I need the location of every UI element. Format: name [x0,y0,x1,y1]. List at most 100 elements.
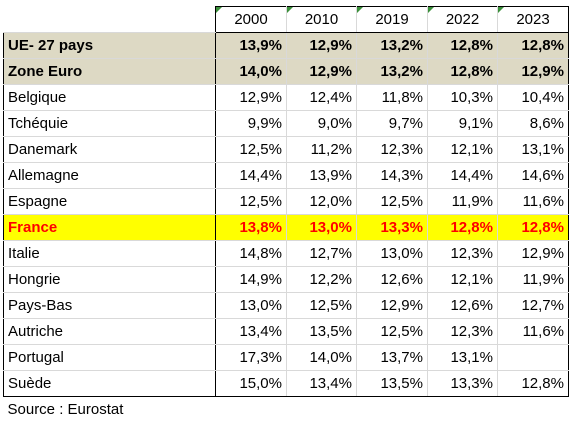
header-blank-cell [3,6,216,33]
value-cell-10-3[interactable]: 12,6% [427,292,498,319]
year-header-2[interactable]: 2019 [356,6,428,33]
row-label-2[interactable]: Belgique [3,84,216,111]
value-cell-3-2[interactable]: 9,7% [356,110,428,137]
value-cell-8-0[interactable]: 14,8% [215,240,287,267]
table-row-11: Autriche 13,4% 13,5% 12,5% 12,3% 11,6% [3,318,569,345]
value-cell-12-3[interactable]: 13,1% [427,344,498,371]
value-cell-5-2[interactable]: 14,3% [356,162,428,189]
row-label-3[interactable]: Tchéquie [3,110,216,137]
value-cell-4-3[interactable]: 12,1% [427,136,498,163]
value-cell-12-2[interactable]: 13,7% [356,344,428,371]
value-cell-9-0[interactable]: 14,9% [215,266,287,293]
value-cell-4-2[interactable]: 12,3% [356,136,428,163]
row-label-9[interactable]: Hongrie [3,266,216,293]
value-cell-5-4[interactable]: 14,6% [497,162,569,189]
value-cell-7-1[interactable]: 13,0% [286,214,357,241]
value-cell-6-0[interactable]: 12,5% [215,188,287,215]
value-cell-10-1[interactable]: 12,5% [286,292,357,319]
value-cell-5-0[interactable]: 14,4% [215,162,287,189]
value-cell-13-2[interactable]: 13,5% [356,370,428,397]
value-cell-1-2[interactable]: 13,2% [356,58,428,85]
value-cell-3-0[interactable]: 9,9% [215,110,287,137]
table-row-5: Allemagne 14,4% 13,9% 14,3% 14,4% 14,6% [3,162,569,189]
value-cell-2-3[interactable]: 10,3% [427,84,498,111]
value-cell-13-1[interactable]: 13,4% [286,370,357,397]
table-row-10: Pays-Bas 13,0% 12,5% 12,9% 12,6% 12,7% [3,292,569,319]
value-cell-6-2[interactable]: 12,5% [356,188,428,215]
value-cell-7-2[interactable]: 13,3% [356,214,428,241]
value-cell-8-1[interactable]: 12,7% [286,240,357,267]
value-cell-0-0[interactable]: 13,9% [215,32,287,59]
value-cell-7-0[interactable]: 13,8% [215,214,287,241]
value-cell-9-2[interactable]: 12,6% [356,266,428,293]
year-header-4[interactable]: 2023 [497,6,569,33]
row-label-10[interactable]: Pays-Bas [3,292,216,319]
value-cell-13-0[interactable]: 15,0% [215,370,287,397]
value-cell-12-1[interactable]: 14,0% [286,344,357,371]
value-cell-9-1[interactable]: 12,2% [286,266,357,293]
year-header-0[interactable]: 2000 [215,6,287,33]
value-cell-10-2[interactable]: 12,9% [356,292,428,319]
value-cell-2-4[interactable]: 10,4% [497,84,569,111]
value-cell-0-1[interactable]: 12,9% [286,32,357,59]
value-cell-2-0[interactable]: 12,9% [215,84,287,111]
value-cell-8-4[interactable]: 12,9% [497,240,569,267]
value-cell-4-4[interactable]: 13,1% [497,136,569,163]
value-cell-1-0[interactable]: 14,0% [215,58,287,85]
value-cell-6-3[interactable]: 11,9% [427,188,498,215]
value-cell-11-0[interactable]: 13,4% [215,318,287,345]
row-label-11[interactable]: Autriche [3,318,216,345]
value-cell-7-3[interactable]: 12,8% [427,214,498,241]
value-cell-1-3[interactable]: 12,8% [427,58,498,85]
table-row-2: Belgique 12,9% 12,4% 11,8% 10,3% 10,4% [3,84,569,111]
year-header-1[interactable]: 2010 [286,6,357,33]
value-cell-4-0[interactable]: 12,5% [215,136,287,163]
value-cell-0-4[interactable]: 12,8% [497,32,569,59]
value-cell-11-4[interactable]: 11,6% [497,318,569,345]
table-row-8: Italie 14,8% 12,7% 13,0% 12,3% 12,9% [3,240,569,267]
row-label-0[interactable]: UE- 27 pays [3,32,216,59]
value-cell-11-3[interactable]: 12,3% [427,318,498,345]
value-cell-1-4[interactable]: 12,9% [497,58,569,85]
value-cell-10-0[interactable]: 13,0% [215,292,287,319]
value-cell-3-1[interactable]: 9,0% [286,110,357,137]
value-cell-4-1[interactable]: 11,2% [286,136,357,163]
corner-marker-icon [216,7,222,13]
header-row: 2000 2010 2019 2022 2023 [3,6,569,33]
value-cell-9-4[interactable]: 11,9% [497,266,569,293]
value-cell-13-4[interactable]: 12,8% [497,370,569,397]
value-cell-11-1[interactable]: 13,5% [286,318,357,345]
value-cell-12-0[interactable]: 17,3% [215,344,287,371]
corner-marker-icon [357,7,363,13]
row-label-12[interactable]: Portugal [3,344,216,371]
value-cell-2-2[interactable]: 11,8% [356,84,428,111]
row-label-6[interactable]: Espagne [3,188,216,215]
value-cell-0-2[interactable]: 13,2% [356,32,428,59]
value-cell-8-3[interactable]: 12,3% [427,240,498,267]
table-row-7: France 13,8% 13,0% 13,3% 12,8% 12,8% [3,214,569,241]
row-label-5[interactable]: Allemagne [3,162,216,189]
value-cell-8-2[interactable]: 13,0% [356,240,428,267]
value-cell-3-4[interactable]: 8,6% [497,110,569,137]
corner-marker-icon [498,7,504,13]
row-label-4[interactable]: Danemark [3,136,216,163]
value-cell-6-1[interactable]: 12,0% [286,188,357,215]
value-cell-6-4[interactable]: 11,6% [497,188,569,215]
value-cell-5-1[interactable]: 13,9% [286,162,357,189]
year-header-3[interactable]: 2022 [427,6,498,33]
value-cell-2-1[interactable]: 12,4% [286,84,357,111]
value-cell-11-2[interactable]: 12,5% [356,318,428,345]
value-cell-12-4[interactable] [497,344,569,371]
row-label-1[interactable]: Zone Euro [3,58,216,85]
value-cell-13-3[interactable]: 13,3% [427,370,498,397]
value-cell-0-3[interactable]: 12,8% [427,32,498,59]
value-cell-7-4[interactable]: 12,8% [497,214,569,241]
value-cell-10-4[interactable]: 12,7% [497,292,569,319]
row-label-7[interactable]: France [3,214,216,241]
value-cell-5-3[interactable]: 14,4% [427,162,498,189]
value-cell-9-3[interactable]: 12,1% [427,266,498,293]
value-cell-3-3[interactable]: 9,1% [427,110,498,137]
row-label-13[interactable]: Suède [3,370,216,397]
value-cell-1-1[interactable]: 12,9% [286,58,357,85]
row-label-8[interactable]: Italie [3,240,216,267]
